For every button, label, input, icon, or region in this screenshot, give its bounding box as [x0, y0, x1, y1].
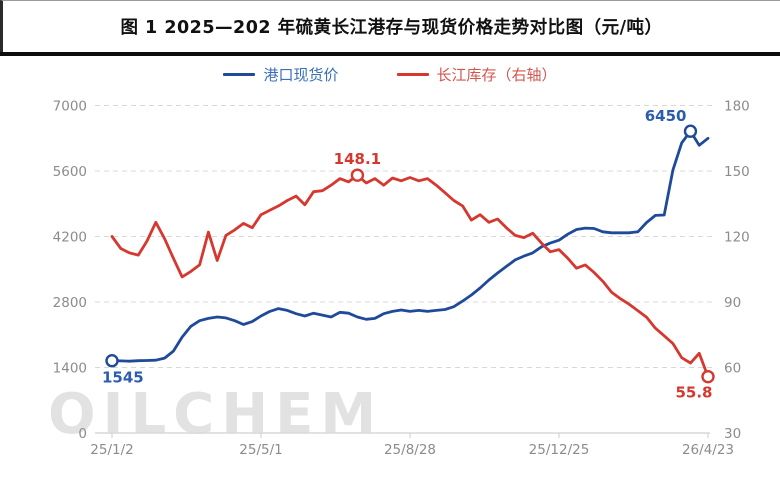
data-point-marker [701, 369, 715, 384]
legend-item-inventory: 长江库存（右轴） [396, 64, 557, 85]
legend-item-spot-price: 港口现货价 [223, 64, 339, 85]
title-divider-line [0, 52, 780, 56]
y-axis-right-label: 150 [724, 164, 750, 180]
value-annotation: 6450 [645, 107, 687, 125]
value-annotation: 1545 [102, 369, 144, 387]
y-axis-right-label: 90 [724, 295, 741, 311]
y-axis-right-label: 120 [724, 230, 750, 246]
y-axis-left-label: 0 [78, 426, 87, 442]
chart-title: 图 1 2025—202 年硫黄长江港存与现货价格走势对比图（元/吨） [120, 18, 663, 38]
legend-label-spot-price: 港口现货价 [263, 66, 339, 84]
y-axis-left-label: 1400 [53, 361, 87, 377]
value-annotation: 55.8 [675, 384, 712, 402]
data-point-marker [105, 354, 119, 368]
chart-title-bar: 图 1 2025—202 年硫黄长江港存与现货价格走势对比图（元/吨） [0, 0, 780, 52]
y-axis-right-label: 30 [724, 426, 741, 442]
x-axis-label: 25/5/1 [239, 442, 282, 458]
chart-svg: 7000 180 5600 150 4200 120 2800 90 1400 60 0 30 25/1… [53, 99, 750, 459]
inventory-line [110, 173, 710, 379]
spot-price-line [110, 129, 710, 363]
y-axis-right-label: 180 [724, 99, 750, 115]
data-point-marker [350, 168, 365, 182]
x-axis-label: 25/8/28 [384, 442, 436, 458]
value-annotation: 148.1 [334, 150, 381, 168]
x-axis-label: 25/1/2 [90, 442, 133, 458]
y-axis-right-label: 60 [724, 361, 741, 377]
data-point-marker [683, 124, 698, 138]
chart-plot-area: OILCHEM 港口现货价 长江库存（右轴） 7000 180 5600 150 420… [0, 56, 780, 477]
chart-legend: 港口现货价 长江库存（右轴） [0, 64, 780, 85]
legend-label-inventory: 长江库存（右轴） [436, 66, 557, 84]
x-axis-label: 25/12/25 [529, 442, 590, 458]
red-line-swatch-icon [396, 73, 429, 76]
y-axis-left-label: 5600 [53, 164, 87, 180]
y-axis-left-label: 2800 [53, 295, 87, 311]
x-axis-label: 26/4/23 [682, 442, 734, 458]
y-axis-left-label: 7000 [53, 99, 87, 115]
blue-line-swatch-icon [223, 73, 256, 76]
oilchem-watermark: OILCHEM [48, 382, 384, 447]
y-axis-left-label: 4200 [53, 230, 87, 246]
